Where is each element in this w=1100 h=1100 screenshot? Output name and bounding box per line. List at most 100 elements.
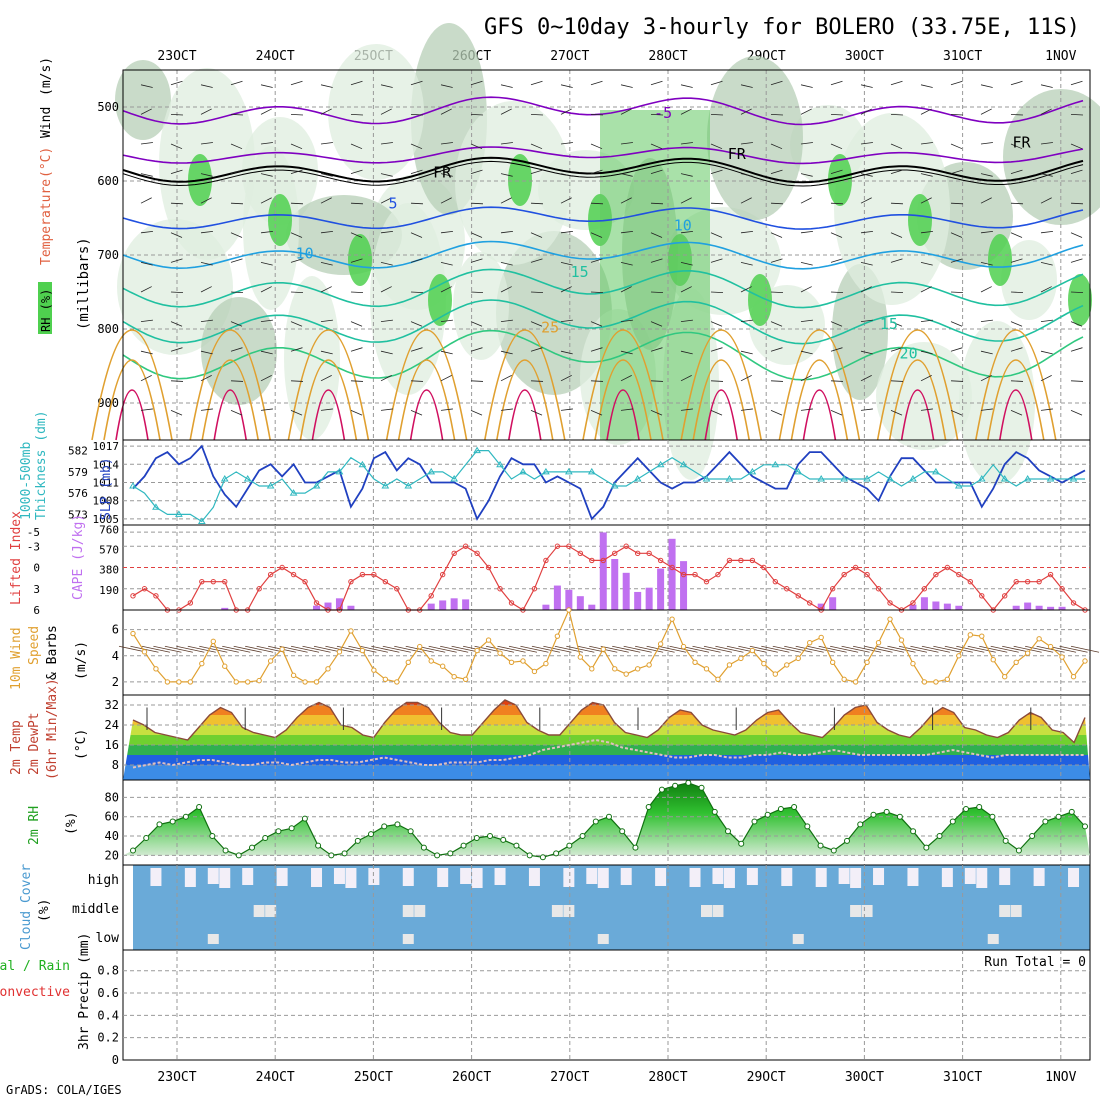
rh-point [804, 823, 811, 830]
wind-barb [230, 169, 243, 174]
thickness-ylabel-1: 1000-500mb [19, 442, 34, 520]
wind-barb [500, 319, 513, 322]
surface-wind-barb [543, 645, 572, 653]
upper-ylabel-wind-unit: (m/s) [39, 57, 54, 96]
wind-barb [470, 410, 483, 416]
wind-barb [860, 84, 873, 88]
wind-barb [260, 286, 272, 293]
wind-barb [980, 230, 993, 234]
lifted-index-point [508, 600, 515, 606]
lifted-ylabel: Lifted Index [9, 511, 24, 605]
cloud-middle-gap [414, 905, 426, 917]
wind-ylabel-unit: (m/s) [74, 641, 89, 680]
wind-barb [140, 230, 153, 234]
lifted-index-point [1047, 571, 1054, 578]
wind-barb [920, 286, 932, 293]
rh-point [487, 833, 493, 840]
lifted-index-point [921, 586, 928, 592]
wind-barb [860, 197, 872, 204]
wind-barb [560, 84, 573, 88]
wind-barb [770, 80, 783, 86]
date-label-top-0: 23OCT [157, 49, 196, 64]
thickness-tick-1: 579 [68, 466, 88, 479]
thickness-point [909, 474, 917, 482]
contour-label-3: FR [1012, 134, 1031, 152]
wind-barb [890, 321, 903, 327]
wind-barb [800, 262, 813, 266]
wind-barb [620, 286, 632, 293]
pressure-tick-900: 900 [97, 396, 119, 410]
isotherm-25-dome [692, 359, 750, 441]
rh-shading-blob [1001, 240, 1057, 320]
precip-frame [122, 949, 1091, 1061]
cloud-high-gap [1068, 868, 1080, 887]
wind-barb [500, 230, 513, 234]
wind-barb [1070, 143, 1083, 150]
wind-barb [380, 319, 393, 322]
rh-tick-60: 60 [105, 810, 119, 824]
wind-barb [350, 410, 363, 416]
wind-barb [920, 108, 932, 115]
wind-barb [620, 374, 632, 382]
wind-barb [1070, 232, 1083, 238]
cloud-high-gap [976, 868, 988, 888]
wind-barb [1010, 202, 1024, 205]
rh-legend-label: RH (%) [39, 289, 53, 332]
isotherm-25-dome [900, 389, 935, 441]
wind-barb [410, 321, 423, 327]
wind-barb [620, 173, 633, 177]
wind-barb [680, 142, 693, 145]
wind-barb [320, 142, 333, 145]
thickness-point [564, 467, 573, 475]
rh-point [222, 847, 229, 854]
precip-ylabel: 3hr Precip (mm) [77, 933, 92, 1050]
wind-speed-point [508, 659, 515, 666]
cape-bar [668, 538, 676, 610]
thickness-point [152, 503, 160, 510]
surface-wind-barb [623, 645, 652, 653]
lifted-index-point [554, 543, 561, 549]
isotherm-25-dome [397, 359, 456, 441]
wind-barb [770, 202, 784, 205]
wind-barb [560, 286, 572, 293]
wind-barb [230, 202, 244, 205]
rh-point [698, 784, 705, 791]
cloud-high-gap [528, 868, 540, 886]
wind-barb [860, 286, 872, 293]
lifted-index-point [256, 586, 262, 592]
isotherm-15b-line [122, 299, 1084, 345]
rh-point [1082, 823, 1088, 830]
wind-barb [860, 173, 873, 177]
lifted-index-point [577, 550, 584, 557]
wind-barb [440, 142, 453, 145]
rh-point [1055, 813, 1062, 820]
isotherm-25-dome [876, 329, 959, 441]
lifted-index-point [933, 571, 939, 578]
wind-speed-point [726, 662, 733, 668]
wind-barb [770, 114, 784, 116]
wind-barb [350, 232, 363, 238]
wind-speed-point [1082, 658, 1088, 664]
wind-barb [260, 230, 273, 234]
wind-speed-point [371, 667, 377, 673]
temp-band-5 [123, 715, 1090, 725]
isotherm-25-dome [103, 359, 161, 441]
rh-point [500, 836, 507, 843]
isotherm-25-dome [213, 389, 247, 441]
wind-speed-point [1036, 636, 1042, 642]
freezing-level-line [122, 156, 1084, 184]
pressure-tick-500: 500 [97, 100, 119, 114]
wind-barb [410, 258, 423, 263]
wind-barb [530, 143, 543, 150]
wind-speed-point [634, 666, 641, 672]
wind-speed-point [921, 679, 928, 685]
wind-barb [980, 142, 993, 145]
wind-barb [740, 286, 752, 293]
date-label-bottom-7: 30OCT [845, 1070, 884, 1085]
slp-tick-1: 1014 [93, 458, 120, 471]
cloud-middle-gap [265, 905, 277, 917]
wind-barb [440, 108, 452, 115]
wind-barb [980, 262, 993, 266]
wind-barb [830, 347, 843, 352]
contour-label-10: 25 [541, 319, 559, 337]
